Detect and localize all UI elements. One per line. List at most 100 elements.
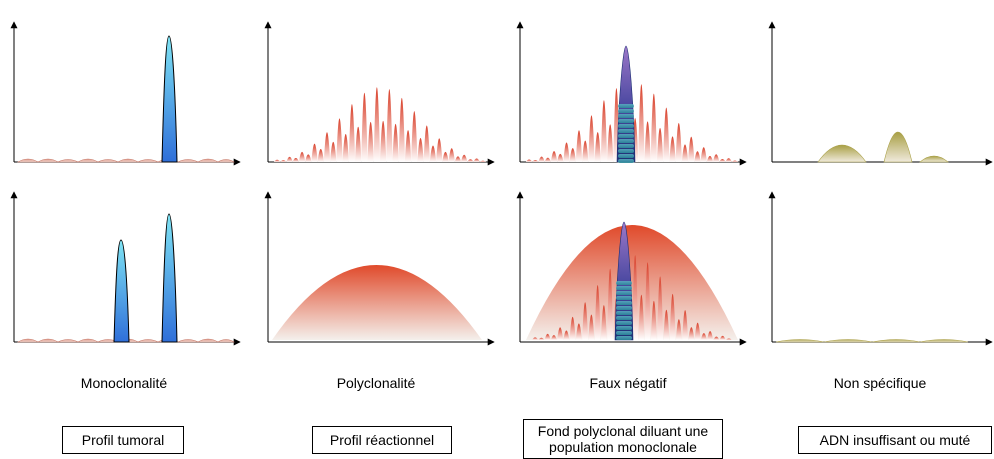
poly-r1c3-spike xyxy=(600,100,608,162)
box-profil-tumoral: Profil tumoral xyxy=(62,426,184,454)
poly-r1c2-spike xyxy=(467,159,474,162)
poly-r1c3-spike xyxy=(606,124,614,162)
poly-r1c2-spike xyxy=(460,154,468,162)
mono-column-r2c3-band xyxy=(616,316,632,320)
poly-r1c2-spike xyxy=(392,123,399,162)
poly-r1c2-spike xyxy=(479,160,487,162)
axes-r2c3 xyxy=(516,191,747,346)
box-fond-polyclonal-line2: population monoclonale xyxy=(549,439,697,455)
poly-r1c2-spike xyxy=(305,154,312,162)
box-profil-reactionnel: Profil réactionnel xyxy=(312,426,452,454)
poly-r1c3-spike xyxy=(656,128,664,162)
poly-r1c2-spike xyxy=(311,143,318,162)
mono-column-r2c3-band xyxy=(616,336,632,340)
poly-r1c3-spike xyxy=(525,159,533,162)
mono-column-r1c3-band xyxy=(618,149,634,153)
poly-r1c2-spike xyxy=(429,145,437,162)
caption-monoclonalite: Monoclonalité xyxy=(80,375,168,391)
axes-r2c4 xyxy=(768,191,993,346)
poly-r1c2-spike xyxy=(298,151,306,162)
profile-r1c1 xyxy=(16,35,236,163)
poly-r2c3-spike xyxy=(582,302,589,340)
poly-r1c3-spike xyxy=(638,84,645,162)
poly-r1c3-spike xyxy=(706,156,714,162)
mono-column-r2c3-band xyxy=(616,306,632,310)
poly-r1c3-spike xyxy=(532,159,539,162)
mono-column-r2c3-band xyxy=(616,326,632,330)
poly-r1c3-spike xyxy=(594,132,601,162)
box-profil-reactionnel-text: Profil réactionnel xyxy=(329,432,435,448)
axes-r1c4 xyxy=(768,21,993,166)
poly-r1c3-spike xyxy=(694,151,701,162)
poly-r2c3-spike xyxy=(638,294,645,340)
poly-r1c2-spike xyxy=(436,138,443,162)
poly-r1c2-spike xyxy=(386,89,393,162)
poly-r1c3-spike xyxy=(650,93,658,162)
mono-column-r2c3-band xyxy=(616,296,632,300)
poly-r2c3-spike xyxy=(719,335,726,340)
poly-r1c3-spike xyxy=(719,159,726,162)
mono-column-r1c3-band xyxy=(618,124,634,128)
caption-polyclonalite: Polyclonalité xyxy=(336,375,416,391)
profile-r2c4 xyxy=(775,339,969,343)
poly-r2c3-spike xyxy=(563,330,570,340)
poly-r1c2-spike xyxy=(348,104,356,162)
poly-r1c3-spike xyxy=(712,154,720,162)
mono-column-r1c3-band xyxy=(618,114,634,118)
profile-r2c2 xyxy=(272,265,482,340)
poly-r1c3-spike xyxy=(550,151,558,162)
poly-r2c3-spike xyxy=(594,285,601,340)
profile-r1c2 xyxy=(273,87,487,162)
poly-r2c3-spike xyxy=(707,331,714,340)
poly-r2c3-spike xyxy=(675,319,682,340)
poly-r1c2-spike xyxy=(367,121,374,162)
poly-r1c2-spike xyxy=(317,149,324,162)
poly-r1c2-spike xyxy=(342,133,349,162)
poly-r1c3-spike xyxy=(675,123,682,162)
poly-r1c2-spike xyxy=(280,160,287,162)
axes-r1c1 xyxy=(10,21,241,166)
poly-r2c3-spike xyxy=(700,333,707,340)
profile-r2c1 xyxy=(16,213,236,343)
poly-r2c3-spike xyxy=(669,293,676,340)
poly-r2c3-spike xyxy=(657,276,664,340)
poly-r1c3-spike xyxy=(681,144,689,162)
poly-r1c3-spike xyxy=(644,121,651,162)
box-profil-tumoral-text: Profil tumoral xyxy=(81,432,165,448)
poly-r1c2-spike xyxy=(423,125,430,162)
poly-r1c3-spike xyxy=(557,153,564,162)
poly-r1c3-spike xyxy=(563,142,570,162)
poly-r1c2-spike xyxy=(379,120,387,162)
mono-column-r1c3-band xyxy=(618,139,634,143)
poly-r2c3-spike xyxy=(688,327,695,340)
box-fond-polyclonal-line1: Fond polyclonal diluant une xyxy=(537,423,709,439)
poly-r1c2-spike xyxy=(354,126,362,162)
poly-r2c3-spike xyxy=(607,268,614,340)
box-fond-polyclonal: Fond polyclonal diluant une population m… xyxy=(523,419,723,459)
poly-r2c3-spike xyxy=(557,327,564,340)
poly-r1c2-spike xyxy=(454,156,462,162)
poly-r1c2-spike xyxy=(336,118,343,162)
poly-r1c2-spike xyxy=(417,137,424,162)
profile-r1c3 xyxy=(525,45,739,163)
poly-r1c3-spike xyxy=(575,130,583,162)
poly-r1c3-spike xyxy=(688,136,695,162)
mono-column-r1c3-band xyxy=(618,154,634,158)
poly-r1c3-spike xyxy=(538,156,545,162)
poly-r1c2-spike xyxy=(373,87,381,162)
poly-r1c3-spike xyxy=(582,140,589,162)
poly-r1c2-spike xyxy=(404,130,412,162)
poly-r1c3-spike xyxy=(731,160,739,162)
poly-r2c3-spike xyxy=(538,337,545,340)
poly-r1c2-spike xyxy=(273,159,281,162)
poly-r2c3-spike xyxy=(532,337,539,340)
poly-r1c3-spike xyxy=(663,107,670,162)
mono-column-r1c3-band xyxy=(618,104,634,108)
caption-faux-negatif: Faux négatif xyxy=(589,375,667,391)
poly-r2c3-spike xyxy=(644,262,651,340)
poly-r1c2-spike xyxy=(448,148,455,162)
poly-r2c3-spike xyxy=(713,336,720,340)
profile-r1c4 xyxy=(817,131,949,163)
poly-r1c3-spike xyxy=(569,148,576,162)
poly-r1c2-spike xyxy=(330,141,337,162)
